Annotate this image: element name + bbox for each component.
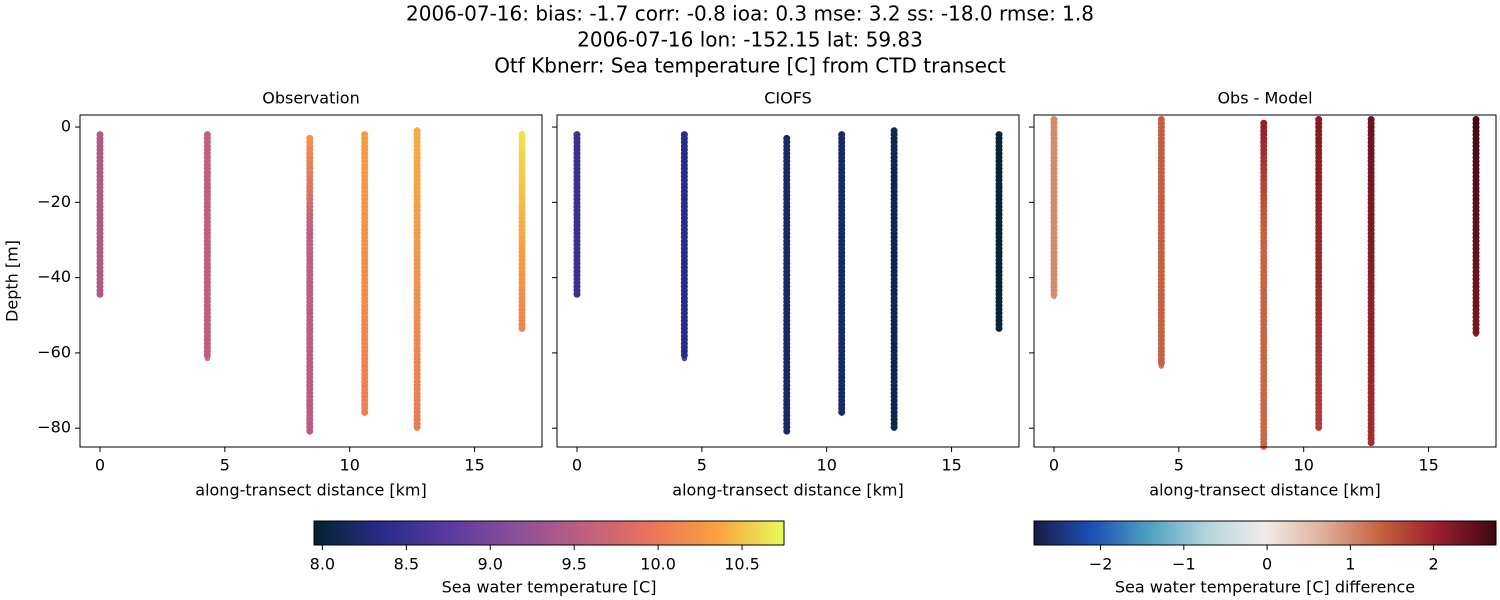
panel-title: Observation <box>262 89 359 108</box>
colorbar-tick-label: 9.5 <box>561 555 586 574</box>
x-tick-label: 10 <box>1294 456 1314 475</box>
x-axis-label: along-transect distance [km] <box>672 481 903 500</box>
title-line: Otf Kbnerr: Sea temperature [C] from CTD… <box>494 54 1006 78</box>
plot-frame <box>556 114 1020 448</box>
y-axis-label: Depth [m] <box>3 240 22 322</box>
panel-title: Obs - Model <box>1217 89 1312 108</box>
x-tick-label: 5 <box>1174 456 1184 475</box>
colorbar-tick-label: −1 <box>1172 555 1196 574</box>
colorbar-tick-label: 8.0 <box>310 555 335 574</box>
colorbar-tick-label: −2 <box>1089 555 1113 574</box>
x-tick-label: 0 <box>572 456 582 475</box>
x-tick-label: 0 <box>1049 456 1059 475</box>
title-line: 2006-07-16: bias: -1.7 corr: -0.8 ioa: 0… <box>406 2 1094 26</box>
x-tick-label: 10 <box>340 456 360 475</box>
colorbar-tick-label: 9.0 <box>478 555 503 574</box>
colorbar-label: Sea water temperature [C] difference <box>1115 578 1415 597</box>
colorbar-tick-label: 10.0 <box>640 555 676 574</box>
y-tick-label: −60 <box>37 342 71 361</box>
x-tick-label: 15 <box>464 456 484 475</box>
y-tick-label: −20 <box>37 192 71 211</box>
colorbar <box>1033 520 1497 546</box>
x-axis-label: along-transect distance [km] <box>195 481 426 500</box>
title-line: 2006-07-16 lon: -152.15 lat: 59.83 <box>577 28 923 52</box>
colorbar-tick-label: 2 <box>1428 555 1438 574</box>
y-tick-label: −40 <box>37 267 71 286</box>
panel-title: CIOFS <box>764 89 812 108</box>
x-tick-label: 0 <box>95 456 105 475</box>
y-tick-label: −80 <box>37 418 71 437</box>
x-tick-label: 5 <box>697 456 707 475</box>
y-tick-label: 0 <box>61 117 71 136</box>
colorbar <box>313 520 785 546</box>
colorbar-tick-label: 1 <box>1345 555 1355 574</box>
plot-frame <box>79 114 543 448</box>
x-axis-label: along-transect distance [km] <box>1149 481 1380 500</box>
colorbar-tick-label: 8.5 <box>394 555 419 574</box>
colorbar-tick-label: 0 <box>1262 555 1272 574</box>
x-tick-label: 15 <box>941 456 961 475</box>
plot-frame <box>1033 114 1497 448</box>
x-tick-label: 10 <box>817 456 837 475</box>
x-tick-label: 5 <box>220 456 230 475</box>
colorbar-tick-label: 10.5 <box>724 555 760 574</box>
x-tick-label: 15 <box>1418 456 1438 475</box>
colorbar-label: Sea water temperature [C] <box>442 578 657 597</box>
